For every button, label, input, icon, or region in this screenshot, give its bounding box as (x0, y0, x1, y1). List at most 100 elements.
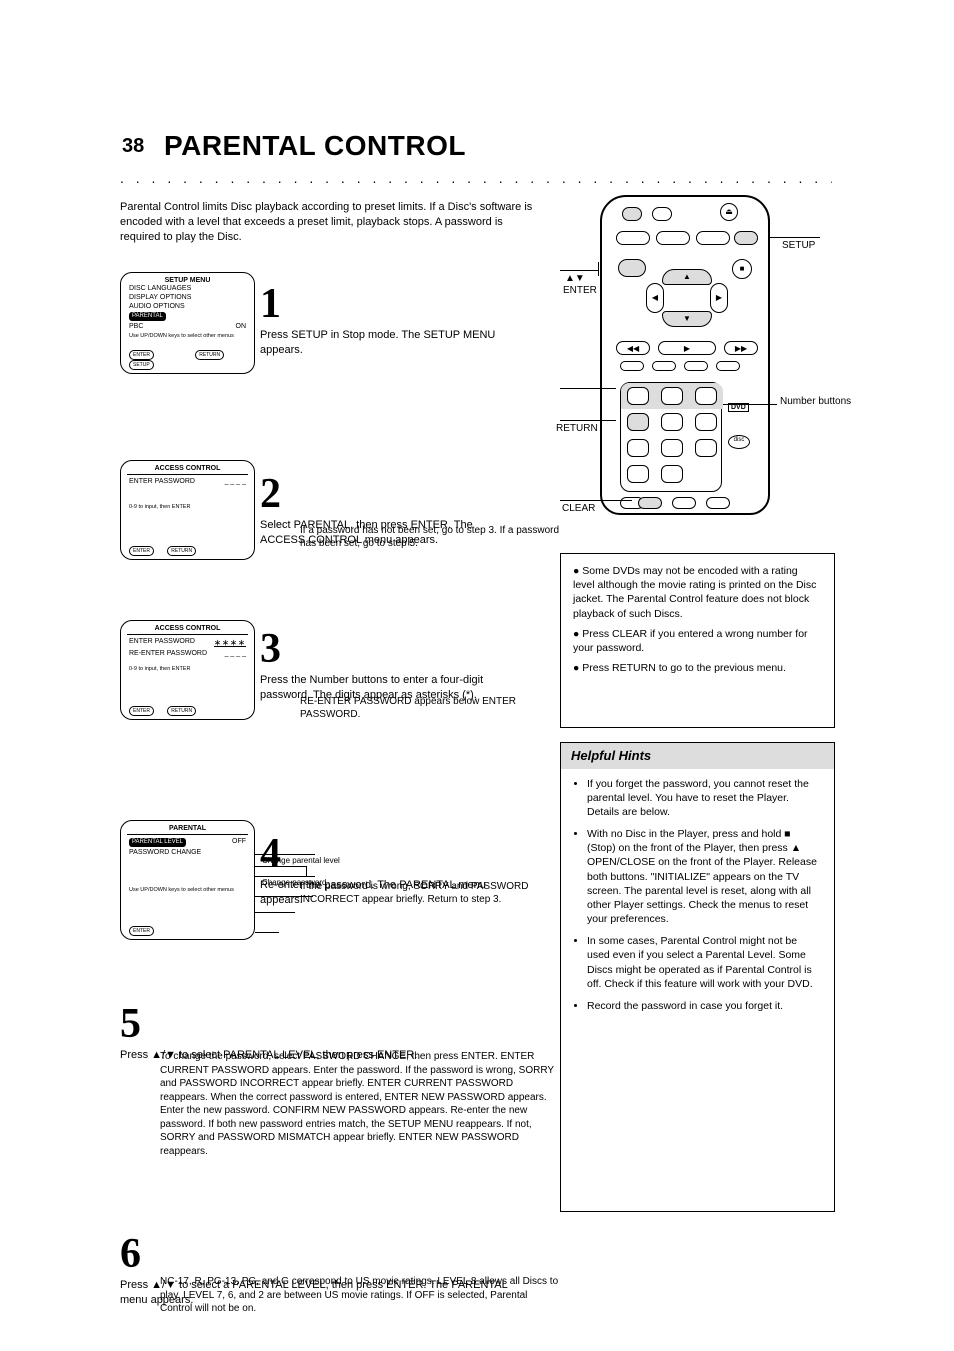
remote-oval-btn (656, 231, 690, 245)
osd4-footer-enter: ENTER (129, 926, 154, 936)
step6-sub: NC-17, R, PG-13, PG, and G correspond to… (160, 1275, 560, 1316)
left-arrow-button: ◀ (646, 283, 664, 313)
osd1-title: SETUP MENU (121, 273, 254, 284)
leader-arrows: ▲▼ (565, 273, 585, 284)
remote-oval-btn (616, 231, 650, 245)
osd1-item: PBC (129, 323, 143, 330)
remote-small-btn (652, 207, 672, 221)
leader-clear: CLEAR (562, 503, 595, 514)
page-title: PARENTAL CONTROL (164, 130, 466, 162)
osd-setup-menu: SETUP MENU DISC LANGUAGES DISPLAY OPTION… (120, 272, 255, 374)
dpad: ▲ ▼ ◀ ▶ (648, 269, 726, 327)
dotted-rule: . . . . . . . . . . . . . . . . . . . . … (120, 170, 832, 186)
note-3: Press RETURN to go to the previous menu. (582, 662, 786, 674)
osd2-label: ENTER PASSWORD (129, 478, 195, 485)
leader-line (560, 388, 616, 389)
num-6 (695, 413, 717, 431)
osd-parental-menu: PARENTAL PARENTAL LEVEL OFF PASSWORD CHAN… (120, 820, 255, 940)
leader-line (560, 500, 632, 501)
leader-numbers: Number buttons (780, 396, 840, 407)
osd1-footer-enter: ENTER (129, 350, 154, 360)
osd3-footer-enter: ENTER (129, 706, 154, 716)
remote-bottom-btn (706, 497, 730, 509)
osd3-label2: RE-ENTER PASSWORD (129, 650, 207, 657)
num-2 (661, 387, 683, 405)
osd3-val: ＊＊＊＊ (214, 638, 246, 648)
remote-small-btn (622, 207, 642, 221)
osd-access-control-2: ACCESS CONTROL ENTER PASSWORD ＊＊＊＊ RE-ENT… (120, 620, 255, 720)
cd-logo: disc (728, 435, 750, 449)
tip-3: In some cases, Parental Control might no… (587, 934, 822, 991)
callout-line (255, 912, 295, 913)
step6-num: 6 (120, 1230, 156, 1278)
osd3-val2: _ _ _ _ (225, 650, 246, 657)
osd1-item-selected: PARENTAL (129, 312, 166, 321)
tip-1: If you forget the password, you cannot r… (587, 777, 822, 820)
leader-return: RETURN (556, 423, 598, 434)
helpful-hints-header: Helpful Hints (561, 743, 834, 769)
osd4-title: PARENTAL (121, 821, 254, 832)
step5-num: 5 (120, 1000, 156, 1048)
remote-body: ⏏ ■ ▲ ▼ ◀ ▶ ◀◀ ▶ ▶▶ (600, 195, 770, 515)
remote-small-btn (684, 361, 708, 371)
osd3-footer-return: RETURN (167, 706, 196, 716)
enter-button (618, 259, 646, 277)
note-1: Some DVDs may not be encoded with a rati… (573, 565, 816, 620)
tip-4: Record the password in case you forget i… (587, 999, 822, 1013)
down-arrow-button: ▼ (662, 311, 712, 327)
osd4-hint: Use UP/DOWN keys to select other menus (121, 857, 254, 893)
setup-button (734, 231, 758, 245)
intro-paragraph: Parental Control limits Disc playback ac… (120, 200, 540, 245)
num-0 (627, 465, 649, 483)
number-pad (620, 382, 722, 492)
osd3-hint: 0-9 to input, then ENTER (121, 658, 254, 672)
osd1-item: DISPLAY OPTIONS (129, 294, 191, 301)
leader-line (560, 420, 616, 421)
notes-box: ● Some DVDs may not be encoded with a ra… (560, 553, 835, 728)
step2-num: 2 (260, 470, 296, 518)
num-8 (661, 439, 683, 457)
osd1-hint: Use UP/DOWN keys to select other menus (121, 331, 254, 341)
leader-line (560, 270, 598, 271)
osd4-item: PASSWORD CHANGE (129, 849, 201, 856)
num-7 (627, 439, 649, 457)
step4-sub: If the password is wrong, SORRY and PASS… (300, 880, 560, 906)
rewind-button: ◀◀ (616, 341, 650, 355)
step2-sub: If a password has not been set, go to st… (300, 524, 560, 550)
osd1-item-val: ON (236, 323, 247, 330)
leader-setup: SETUP (782, 240, 815, 251)
step3-num: 3 (260, 625, 296, 673)
leader-enter: ENTER (563, 285, 597, 296)
osd3-title: ACCESS CONTROL (121, 621, 254, 632)
osd4-item-val: OFF (232, 838, 246, 847)
remote-small-btn (620, 361, 644, 371)
up-arrow-button: ▲ (662, 269, 712, 285)
osd1-item: AUDIO OPTIONS (129, 303, 185, 310)
callout-line (255, 932, 279, 933)
num-5 (661, 413, 683, 431)
osd1-item: DISC LANGUAGES (129, 285, 191, 292)
clear-button (638, 497, 662, 509)
eject-icon: ⏏ (720, 203, 738, 221)
stop-button: ■ (732, 259, 752, 279)
step-3: 3 Press the Number buttons to enter a fo… (260, 625, 560, 703)
right-arrow-button: ▶ (710, 283, 728, 313)
step3-sub: RE-ENTER PASSWORD appears below ENTER PA… (300, 695, 560, 721)
num-9 (695, 439, 717, 457)
osd2-hint: 0-9 to input, then ENTER (121, 486, 254, 510)
osd1-footer-setup: SETUP (129, 360, 154, 370)
step1-num: 1 (260, 280, 296, 328)
osd2-val: _ _ _ _ (225, 478, 246, 485)
step-1: 1 Press SETUP in Stop mode. The SETUP ME… (260, 280, 560, 358)
num-4 (627, 413, 649, 431)
osd4-item-selected: PARENTAL LEVEL (129, 838, 186, 847)
tip-2: With no Disc in the Player, press and ho… (587, 827, 822, 926)
osd2-footer-enter: ENTER (129, 546, 154, 556)
osd-access-control-1: ACCESS CONTROL ENTER PASSWORD_ _ _ _ 0-9… (120, 460, 255, 560)
remote-small-btn (716, 361, 740, 371)
osd3-label: ENTER PASSWORD (129, 638, 195, 648)
osd2-footer-return: RETURN (167, 546, 196, 556)
leader-line (723, 404, 777, 405)
leader-line (770, 237, 820, 238)
remote-bottom-btn (672, 497, 696, 509)
